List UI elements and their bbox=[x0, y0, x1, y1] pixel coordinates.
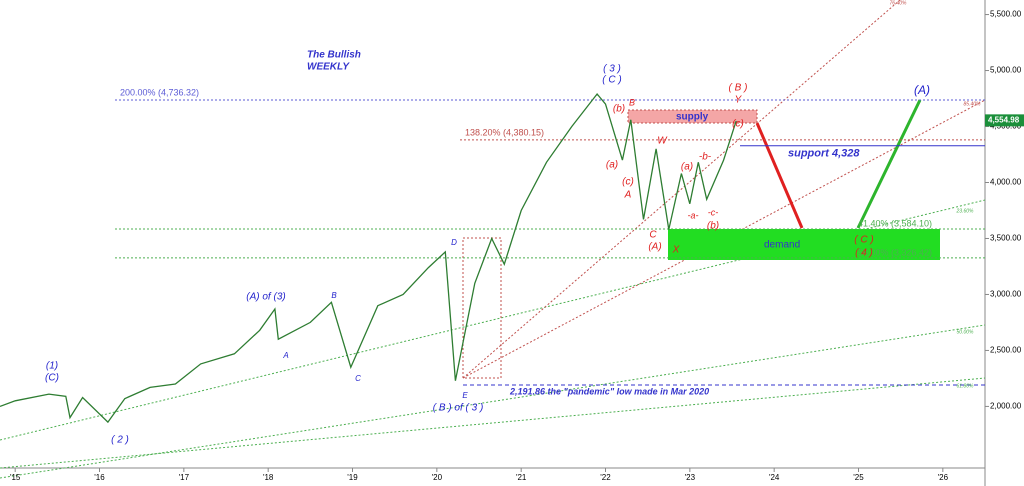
wave-label: D bbox=[451, 238, 457, 247]
wave-label: A bbox=[282, 351, 288, 360]
demand-zone bbox=[668, 229, 940, 260]
x-tick-label: '18 bbox=[263, 473, 274, 482]
wave-label: B bbox=[331, 291, 337, 300]
x-tick-label: '16 bbox=[94, 473, 105, 482]
trend-line bbox=[462, 0, 901, 379]
wave-label: E bbox=[462, 391, 468, 400]
y-tick-label: 2,000.00 bbox=[990, 402, 1022, 411]
x-tick-label: '22 bbox=[600, 473, 611, 482]
level-label: 2,191.86 the "pandemic" low made in Mar … bbox=[509, 386, 709, 396]
wave-label: -b- bbox=[699, 152, 712, 163]
wave-label: 61.80% bbox=[957, 383, 975, 389]
x-tick-label: '17 bbox=[179, 473, 190, 482]
wave-label: ( 4 ) bbox=[855, 248, 873, 259]
wave-label: ( C ) bbox=[854, 235, 873, 246]
x-tick-label: '15 bbox=[10, 473, 21, 482]
chart-title: The Bullish bbox=[307, 50, 361, 61]
wave-label: W bbox=[657, 136, 668, 147]
level-label: 50.00% (3,326.42) bbox=[858, 247, 932, 257]
wave-label: ( B ) bbox=[729, 83, 748, 94]
wave-label: ( 3 ) bbox=[603, 64, 621, 75]
level-label: 138.20% (4,380.15) bbox=[465, 127, 544, 137]
y-tick-label: 4,000.00 bbox=[990, 178, 1022, 187]
x-tick-label: '23 bbox=[685, 473, 696, 482]
wave-label: (A) of (3) bbox=[246, 292, 285, 303]
zone-label: demand bbox=[764, 240, 800, 251]
wave-label: -a- bbox=[688, 210, 699, 220]
wave-label: ( C ) bbox=[602, 75, 621, 86]
supply-zone bbox=[627, 109, 758, 124]
wave-label: ( 2 ) bbox=[111, 435, 129, 446]
wave-label: B bbox=[629, 97, 635, 107]
fib-box bbox=[462, 237, 502, 379]
wave-label: (a) bbox=[606, 160, 618, 171]
y-tick-label: 5,500.00 bbox=[990, 10, 1022, 19]
wave-label: -c- bbox=[708, 207, 719, 217]
x-tick-label: '19 bbox=[347, 473, 358, 482]
trend-line bbox=[0, 377, 986, 469]
wave-label: (A) bbox=[914, 83, 930, 97]
y-tick-label: 3,500.00 bbox=[990, 234, 1022, 243]
wave-label: 50.00% bbox=[957, 329, 975, 335]
y-tick-label: 2,500.00 bbox=[990, 346, 1022, 355]
x-tick-label: '20 bbox=[432, 473, 443, 482]
wave-label: X bbox=[672, 245, 680, 256]
wave-label: (A) bbox=[648, 242, 661, 253]
wave-label: (c) bbox=[732, 119, 744, 130]
x-tick-label: '24 bbox=[769, 473, 780, 482]
y-tick-label: 5,000.00 bbox=[990, 66, 1022, 75]
wave-label: (1) bbox=[46, 361, 58, 372]
level-label: support 4,328 bbox=[788, 148, 860, 160]
wave-label: ( B ) of ( 3 ) bbox=[433, 403, 484, 414]
wave-label: C bbox=[355, 374, 361, 383]
wave-label: 85.40% bbox=[964, 101, 982, 107]
y-tick-label: 3,000.00 bbox=[990, 290, 1022, 299]
x-tick-label: '21 bbox=[516, 473, 527, 482]
wave-label: (b) bbox=[613, 104, 625, 115]
wave-label: 76.40% bbox=[890, 0, 908, 6]
wave-label: (a) bbox=[681, 162, 693, 173]
price-line bbox=[0, 92, 737, 424]
wave-label: 23.60% bbox=[956, 208, 975, 214]
wave-label: C bbox=[649, 230, 657, 241]
wave-label: (C) bbox=[45, 373, 59, 384]
wave-label: (b) bbox=[707, 221, 719, 232]
level-label: 41.40% (3,584.10) bbox=[858, 218, 932, 228]
price-tag-label: 4,554.98 bbox=[988, 115, 1020, 124]
projection-arrow bbox=[856, 99, 922, 229]
wave-label: Y bbox=[735, 95, 743, 106]
wave-label: A bbox=[624, 190, 632, 201]
level-label: 200.00% (4,736.32) bbox=[120, 87, 199, 97]
x-tick-label: '25 bbox=[853, 473, 864, 482]
chart-subtitle: WEEKLY bbox=[307, 62, 350, 73]
zone-label: supply bbox=[676, 112, 709, 123]
price-tag bbox=[985, 114, 1024, 127]
projection-arrow bbox=[755, 122, 804, 229]
wave-label: (c) bbox=[622, 177, 634, 188]
x-tick-label: '26 bbox=[938, 473, 949, 482]
